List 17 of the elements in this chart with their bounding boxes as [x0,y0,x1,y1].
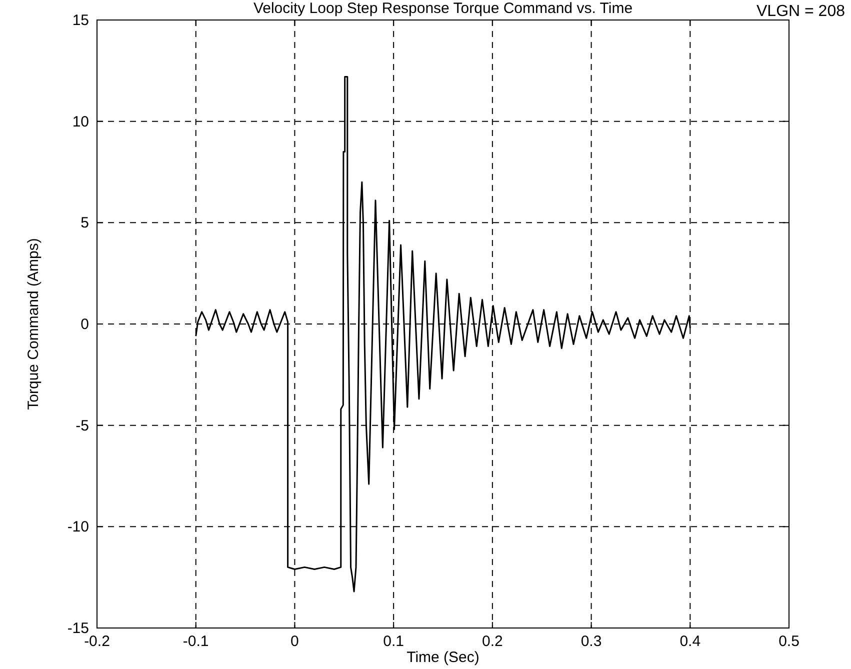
x-tick-label: 0.3 [580,633,602,650]
y-tick-label: 15 [72,12,89,29]
y-tick-label: 10 [72,113,89,130]
x-axis-title: Time (Sec) [406,649,480,666]
y-axis-title: Torque Command (Amps) [25,238,42,410]
chart-title: Velocity Loop Step Response Torque Command vs. Time [253,0,633,17]
x-tick-label: 0.5 [778,633,800,650]
y-tick-label: -5 [76,417,89,434]
y-tick-label: -10 [67,518,89,536]
x-tick-label: 0.1 [383,633,404,650]
x-tick-label: 0 [290,633,299,650]
y-tick-label: 0 [80,316,89,333]
text: VLGN = 208 [756,3,846,20]
x-tick-label: -0.1 [182,633,209,650]
x-tick-label: 0.4 [680,633,701,650]
x-tick-label: 0.2 [482,633,503,650]
y-tick-label: 5 [80,214,89,232]
